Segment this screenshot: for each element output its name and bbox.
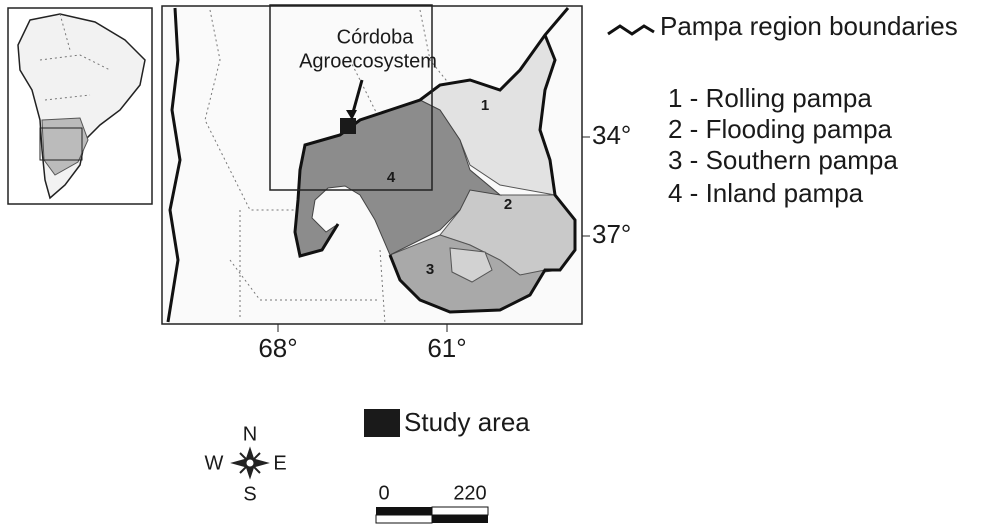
scale-label: 220 <box>453 482 486 504</box>
region-number: 3 <box>426 261 434 278</box>
longitude-label: 61° <box>427 333 466 363</box>
legend-study-area: Study area <box>404 407 530 437</box>
region-item: 4 - Inland pampa <box>668 178 864 208</box>
region-item: 1 - Rolling pampa <box>668 83 872 113</box>
compass-w: W <box>205 452 224 474</box>
legend: Pampa region boundaries 1 - Rolling pamp… <box>364 11 958 437</box>
legend-boundary: Pampa region boundaries <box>660 11 958 41</box>
scale-bar: 0 220 <box>375 482 489 524</box>
compass-n: N <box>243 423 257 445</box>
region-item: 2 - Flooding pampa <box>668 114 893 144</box>
longitude-label: 68° <box>258 333 297 363</box>
region-item: 3 - Southern pampa <box>668 145 898 175</box>
main-map: Córdoba Agroecosystem 1 2 3 4 34° 37° 68… <box>161 4 631 363</box>
region-number: 1 <box>481 97 489 114</box>
scale-label: 0 <box>378 482 389 504</box>
study-label: Agroecosystem <box>299 50 437 72</box>
compass: N S E W <box>205 423 287 505</box>
region-number: 2 <box>504 196 512 213</box>
latitude-label: 37° <box>592 219 631 249</box>
latitude-label: 34° <box>592 120 631 150</box>
compass-e: E <box>273 452 286 474</box>
study-label: Córdoba <box>337 26 415 48</box>
region-number: 4 <box>387 169 396 186</box>
compass-s: S <box>243 483 256 505</box>
inset-map <box>7 7 153 205</box>
